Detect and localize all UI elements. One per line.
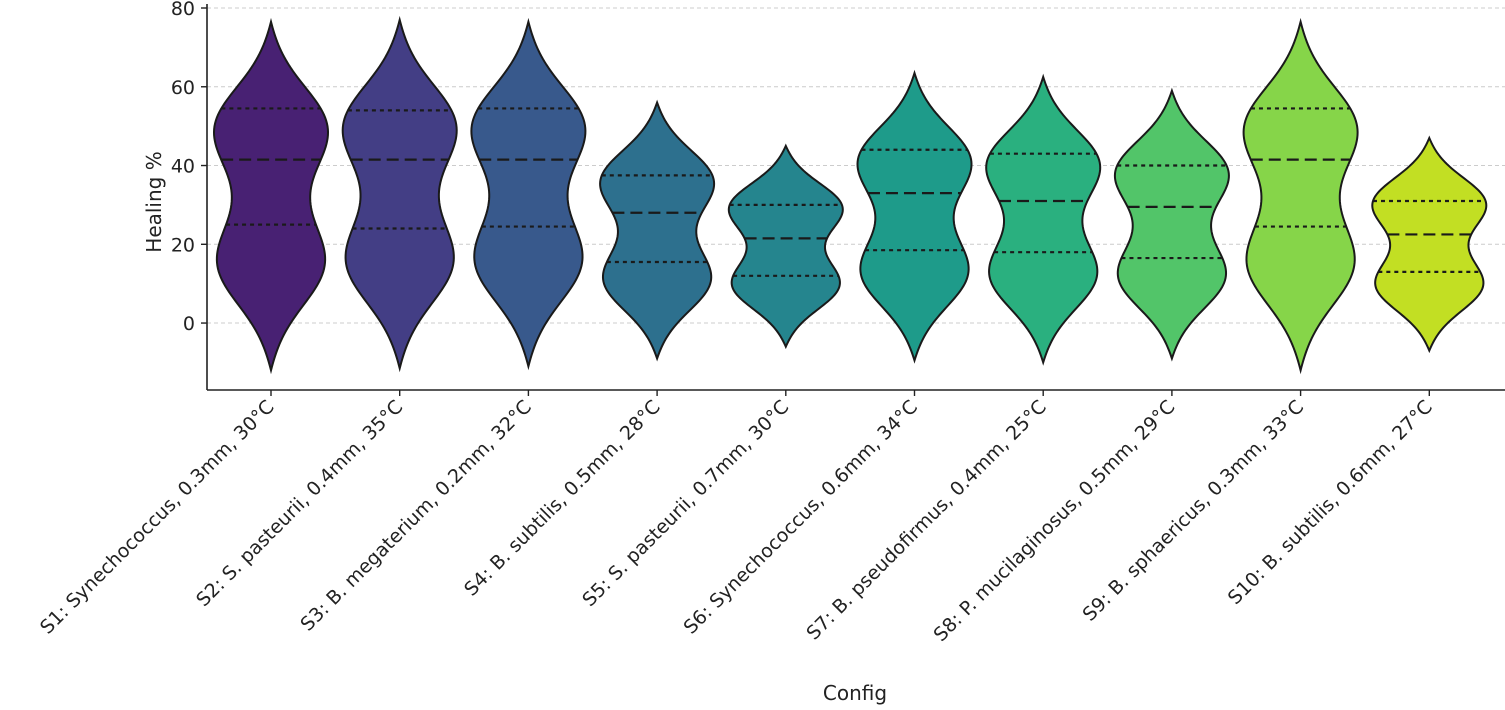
y-tick-label: 60 [171, 77, 195, 99]
y-tick-label: 20 [171, 234, 195, 256]
x-tick-label: S8: P. mucilaginosus, 0.5mm, 29°C [929, 396, 1179, 646]
y-tick-label: 0 [183, 313, 195, 335]
violin-body [1371, 135, 1488, 354]
x-tick-label: S6: Synechococcus, 0.6mm, 34°C [680, 396, 923, 639]
x-tick-label: S5: S. pasteurii, 0.7mm, 30°C [578, 396, 793, 611]
x-tick-label: S9: B. sphaericus, 0.3mm, 33°C [1078, 396, 1308, 626]
violin-body [1113, 87, 1230, 362]
x-tick-label: S10: B. subtilis, 0.6mm, 27°C [1224, 396, 1437, 609]
violin-body [341, 15, 458, 373]
x-tick-label: S2: S. pasteurii, 0.4mm, 35°C [192, 396, 407, 611]
violin-body [727, 143, 844, 350]
y-ticks: 0 20 40 60 80 [171, 0, 207, 335]
violin-body [985, 73, 1102, 366]
x-tick-label: S1: Synechococcus, 0.3mm, 30°C [36, 396, 279, 639]
x-tick-label: S3: B. megaterium, 0.2mm, 32°C [296, 396, 536, 636]
axes [206, 4, 1505, 391]
y-axis-label: Healing % [142, 151, 166, 252]
violin-body [599, 99, 716, 362]
violin-body [470, 17, 587, 371]
violin-body [1242, 17, 1359, 375]
x-ticks: S1: Synechococcus, 0.3mm, 30°CS2: S. pas… [36, 390, 1437, 646]
x-tick-label: S7: B. pseudofirmus, 0.4mm, 25°C [802, 396, 1050, 644]
violins [212, 15, 1488, 375]
violin-body [212, 17, 330, 375]
y-tick-label: 80 [171, 0, 195, 20]
violin-body [856, 69, 973, 364]
y-tick-label: 40 [171, 156, 195, 178]
x-axis-label: Config [823, 681, 887, 705]
